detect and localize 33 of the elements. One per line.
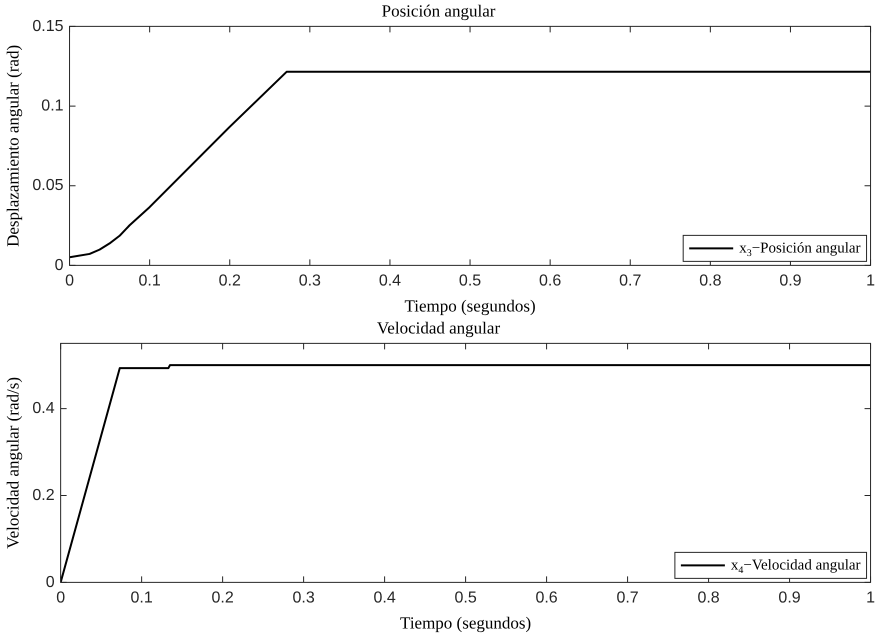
y-tick-label: 0.2 bbox=[32, 486, 55, 504]
x-tick-label: 0.9 bbox=[779, 272, 802, 290]
x-tick-label: 1 bbox=[866, 272, 876, 290]
x-tick-label: 0.5 bbox=[454, 589, 477, 606]
x-tick-label: 0.5 bbox=[458, 272, 482, 290]
x-tick-label: 0.6 bbox=[535, 589, 558, 606]
y-axis-title: Desplazamiento angular (rad) bbox=[4, 44, 23, 247]
y-tick-label: 0.1 bbox=[41, 97, 64, 114]
x-tick-label: 0.9 bbox=[778, 589, 801, 606]
y-axis-title: Velocidad angular (rad/s) bbox=[4, 376, 23, 549]
y-tick-label: 0.4 bbox=[32, 400, 55, 417]
x-tick-label: 0.4 bbox=[373, 589, 396, 606]
chart-title: Posición angular bbox=[382, 2, 496, 21]
x-tick-label: 0.7 bbox=[619, 272, 642, 290]
x-tick-label: 0.1 bbox=[138, 272, 161, 290]
y-tick-label: 0 bbox=[54, 256, 64, 274]
y-tick-label: 0.15 bbox=[32, 18, 64, 35]
x-tick-label: 0.8 bbox=[699, 272, 722, 290]
x-tick-label: 0.1 bbox=[130, 589, 153, 606]
x-axis-title: Tiempo (segundos) bbox=[404, 296, 536, 316]
chart-title: Velocidad angular bbox=[376, 318, 500, 338]
x-tick-label: 0.3 bbox=[292, 589, 315, 606]
x-tick-label: 0.6 bbox=[539, 272, 562, 290]
y-tick-label: 0.05 bbox=[32, 177, 64, 194]
x-tick-label: 0.2 bbox=[212, 589, 234, 606]
x-tick-label: 0.7 bbox=[616, 589, 639, 606]
x-tick-label: 1 bbox=[866, 589, 876, 606]
x-axis-title: Tiempo (segundos) bbox=[400, 613, 532, 632]
x-tick-label: 0.4 bbox=[378, 272, 402, 290]
x-tick-label: 0.8 bbox=[697, 589, 720, 606]
x-tick-label: 0.3 bbox=[298, 272, 322, 290]
y-tick-label: 0 bbox=[46, 574, 55, 591]
x-tick-label: 0.2 bbox=[218, 272, 241, 290]
